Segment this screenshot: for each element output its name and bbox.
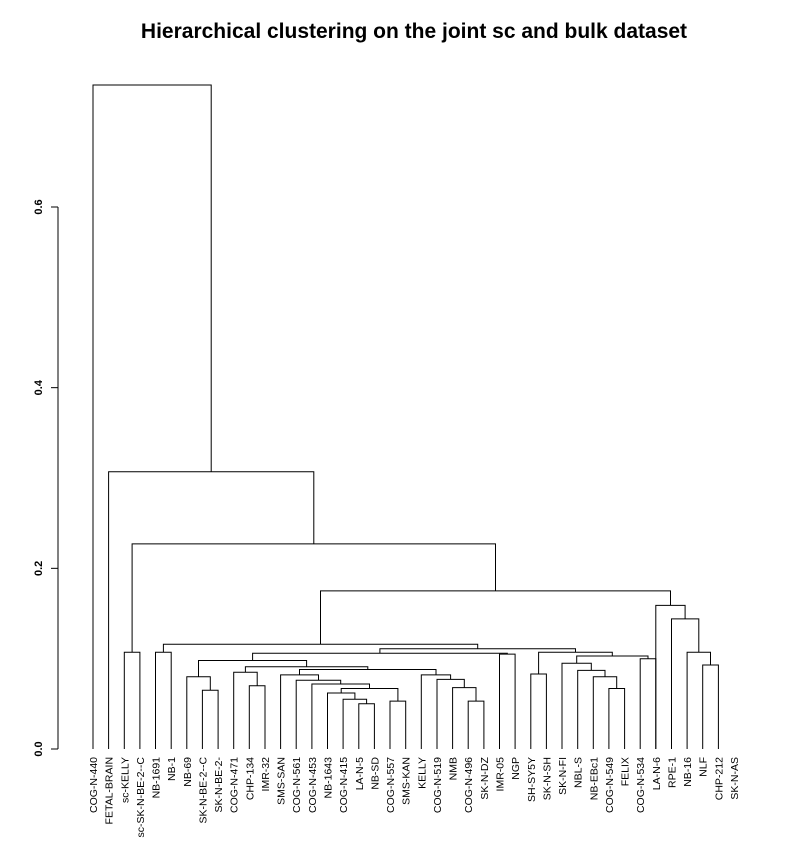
dendrogram-link [311, 683, 370, 749]
dendrogram-link [252, 652, 508, 661]
dendrogram-link [420, 674, 452, 749]
dendrogram-link [280, 674, 319, 749]
leaf-label: COG-N-549 [604, 757, 616, 813]
leaf-label: COG-N-471 [229, 757, 241, 813]
dendrogram-link [655, 604, 686, 749]
dendrogram-link [358, 703, 375, 749]
dendrogram-link [295, 679, 342, 749]
dendrogram-links [92, 84, 719, 749]
dendrogram-link [131, 543, 496, 653]
dendrogram-link [123, 651, 141, 749]
dendrogram-link [530, 673, 547, 749]
leaf-label: NLF [698, 757, 710, 777]
dendrogram-link [342, 698, 368, 749]
y-tick-label: 0.2 [33, 561, 45, 576]
dendrogram-link [608, 688, 626, 749]
leaf-label: COG-N-453 [307, 757, 319, 813]
leaf-label: NB-1643 [323, 757, 335, 799]
y-tick-label: 0.0 [33, 741, 45, 756]
dendrogram-link [198, 660, 308, 677]
y-axis: 0.0 0.2 0.4 0.6 [33, 199, 59, 757]
leaf-label: LA-N-5 [354, 757, 366, 790]
leaf-label: FETAL-BRAIN [104, 757, 116, 824]
leaf-label: CHP-212 [713, 757, 725, 800]
leaf-label: CHP-134 [244, 757, 256, 800]
dendrogram-link [299, 669, 437, 675]
dendrogram-link [467, 700, 485, 749]
leaf-label: SK-N-AS [729, 757, 741, 800]
dendrogram-link [671, 618, 700, 749]
leaf-label: SK-N-DZ [479, 756, 491, 799]
leaf-label: COG-N-415 [338, 757, 350, 813]
dendrogram-link [327, 692, 356, 749]
dendrogram-link [92, 84, 212, 749]
y-tick-label: 0.4 [33, 379, 45, 395]
dendrogram-link [233, 671, 258, 749]
leaf-label: NB-16 [682, 757, 694, 787]
dendrogram-link [186, 676, 211, 749]
dendrogram-link [702, 664, 719, 749]
leaf-label: SK-N-BE-2--C [197, 757, 209, 824]
leaf-label: SMS-SAN [276, 757, 288, 805]
leaf-label: RPE-1 [667, 757, 679, 788]
leaf-label: sc-SK-N-BE-2--C [135, 757, 147, 838]
dendrogram-link [201, 689, 219, 749]
leaf-label: COG-N-440 [88, 757, 100, 813]
leaf-label: COG-N-519 [432, 757, 444, 813]
leaf-label: SK-N-SH [541, 757, 553, 800]
leaf-label: IMR-32 [260, 757, 272, 792]
dendrogram-link [452, 687, 477, 749]
leaf-label: sc-KELLY [119, 757, 131, 803]
leaf-label: SMS-KAN [401, 757, 413, 805]
y-tick-label: 0.6 [33, 199, 45, 214]
leaf-label: IMR-05 [495, 757, 507, 792]
leaf-label: NB-69 [182, 757, 194, 787]
leaf-label: SK-N-FI [557, 757, 569, 795]
dendrogram-link [577, 669, 606, 749]
leaf-label: LA-N-6 [651, 757, 663, 790]
leaf-label: NGP [510, 757, 522, 780]
leaf-label: SK-N-BE-2- [213, 757, 225, 813]
leaf-label: COG-N-557 [385, 757, 397, 813]
dendrogram-link [436, 678, 465, 749]
dendrogram-link [592, 676, 618, 749]
dendrogram-link [499, 653, 516, 749]
dendrogram-link [389, 700, 407, 749]
leaf-label: NB-EBc1 [588, 757, 600, 800]
leaf-label: SH-SY5Y [526, 757, 538, 802]
leaf-label: COG-N-534 [635, 757, 647, 813]
leaf-labels: COG-N-440 FETAL-BRAIN sc-KELLY sc-SK-N-BE-2… [88, 756, 741, 837]
leaf-label: KELLY [416, 757, 428, 789]
dendrogram-link [639, 658, 657, 749]
leaf-label: COG-N-496 [463, 757, 475, 813]
dendrogram-link [576, 655, 649, 664]
leaf-label: NMB [448, 757, 460, 780]
leaf-label: NBL-S [573, 757, 585, 788]
leaf-label: NB-SD [369, 757, 381, 790]
dendrogram-link [248, 685, 266, 749]
chart-title: Hierarchical clustering on the joint sc … [141, 20, 687, 43]
leaf-label: FELIX [620, 757, 632, 786]
leaf-label: NB-1 [166, 757, 178, 781]
dendrogram-link [155, 651, 172, 749]
dendrogram-link [320, 590, 671, 645]
dendrogram-link [561, 662, 592, 749]
dendrogram-link [686, 651, 711, 749]
leaf-label: COG-N-561 [291, 757, 303, 813]
dendrogram-link [108, 471, 315, 749]
leaf-label: NB-1691 [151, 757, 163, 799]
